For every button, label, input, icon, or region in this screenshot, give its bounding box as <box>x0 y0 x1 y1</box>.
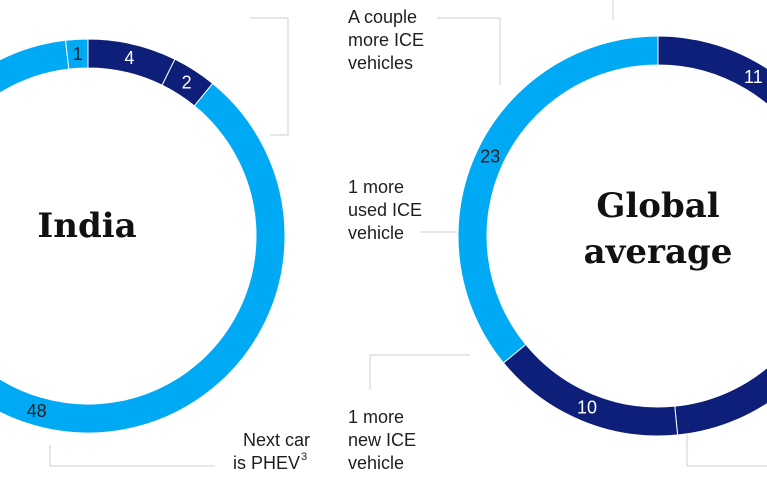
annotation-line: 1 more <box>348 177 404 197</box>
annotation-line: Next car <box>243 430 310 450</box>
leader-india-bottom <box>49 445 215 467</box>
slice-value-label: 1 <box>73 44 83 64</box>
leader-global-bottom <box>686 430 767 467</box>
slice-value-label: 4 <box>124 48 134 68</box>
slice-value-label: 2 <box>182 72 192 92</box>
donut-slice <box>657 35 767 105</box>
donut-slice <box>457 35 659 364</box>
global-title-line2: average <box>584 232 733 272</box>
annotation-line: vehicles <box>348 53 413 73</box>
india-title: India <box>37 206 136 246</box>
donut-slice <box>674 367 767 436</box>
leader-india-top <box>250 17 289 136</box>
slice-value-label: 23 <box>480 147 500 167</box>
annotation-next-car-phev: Next car is PHEV 3 <box>233 430 310 473</box>
leader-new <box>369 354 470 390</box>
slice-value-label: 11 <box>744 67 763 87</box>
annotation-line: used ICE <box>348 200 422 220</box>
annotation-line: more ICE <box>348 30 424 50</box>
annotation-line: is PHEV <box>233 453 300 473</box>
annotation-couple-more-ice: A couple more ICE vehicles <box>348 7 424 73</box>
annotation-line: new ICE <box>348 430 416 450</box>
slice-value-label: 48 <box>27 401 47 421</box>
annotation-line: 1 more <box>348 407 404 427</box>
india-donut: 4 2 48 1 <box>0 38 286 434</box>
slice-value-label: 10 <box>577 397 597 417</box>
annotation-line: vehicle <box>348 223 404 243</box>
global-title-line1: Global <box>596 186 719 226</box>
leader-lines <box>49 0 767 467</box>
donut-slice <box>64 38 89 70</box>
annotation-one-more-new-ice: 1 more new ICE vehicle <box>348 407 416 473</box>
annotation-line: A couple <box>348 7 417 27</box>
leader-couple <box>437 17 501 85</box>
annotation-line: vehicle <box>348 453 404 473</box>
global-donut: 117131023 <box>457 35 767 437</box>
donut-slice <box>502 343 679 437</box>
annotation-one-more-used-ice: 1 more used ICE vehicle <box>348 177 422 243</box>
donut-slice <box>0 39 286 434</box>
footnote-marker: 3 <box>301 451 307 463</box>
